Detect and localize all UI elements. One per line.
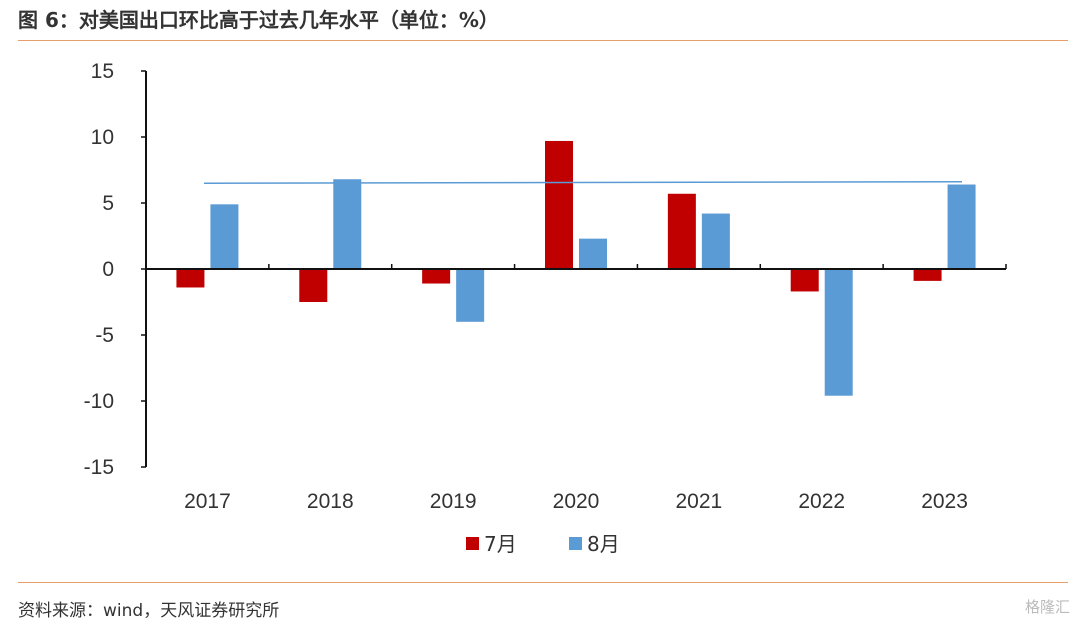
bar-aug-2021 xyxy=(701,213,730,269)
y-tick-label: 15 xyxy=(91,60,114,83)
bar-aug-2018 xyxy=(333,179,362,269)
y-tick-label: 10 xyxy=(91,126,114,149)
x-tick-label: 2017 xyxy=(184,490,231,513)
y-tick-label: 0 xyxy=(102,258,114,281)
y-tick-label: -5 xyxy=(95,324,114,347)
bar-jul-2022 xyxy=(790,269,819,292)
y-tick-label: -15 xyxy=(84,456,114,479)
x-tick-label: 2020 xyxy=(553,490,600,513)
legend-aug-swatch xyxy=(569,537,582,550)
bar-aug-2023 xyxy=(947,184,976,269)
bar-aug-2020 xyxy=(579,238,607,269)
title-divider xyxy=(18,40,1068,41)
source-note: 资料来源：wind，天风证券研究所 xyxy=(18,601,280,621)
y-tick-label: -10 xyxy=(84,390,114,413)
bar-jul-2018 xyxy=(299,269,328,302)
legend-jul-label: 7月 xyxy=(484,532,517,556)
x-tick-label: 2018 xyxy=(307,490,354,513)
source-divider xyxy=(18,582,1068,583)
bar-jul-2023 xyxy=(913,269,942,281)
bar-aug-2019 xyxy=(456,269,485,322)
bar-jul-2021 xyxy=(667,193,696,269)
legend-aug-label: 8月 xyxy=(587,532,620,556)
bar-jul-2017 xyxy=(176,269,205,288)
x-tick-label: 2023 xyxy=(921,490,968,513)
bar-chart: 15 10 5 0 -5 -10 -15 2017 2018 2019 2020 2021 2022 2… xyxy=(84,60,1007,556)
x-tick-label: 2022 xyxy=(798,490,845,513)
x-tick-label: 2019 xyxy=(430,490,477,513)
bar-jul-2019 xyxy=(422,269,451,284)
chart-title: 图 6：对美国出口环比高于过去几年水平（单位：%） xyxy=(18,8,499,32)
bar-aug-2022 xyxy=(824,269,853,396)
legend-jul-swatch xyxy=(466,537,479,550)
x-tick-label: 2021 xyxy=(675,490,722,513)
reference-line xyxy=(203,180,963,184)
y-tick-label: 5 xyxy=(102,192,114,215)
bar-aug-2017 xyxy=(210,204,239,269)
bar-jul-2020 xyxy=(545,140,573,269)
watermark-logo: 格隆汇 xyxy=(1024,598,1070,616)
